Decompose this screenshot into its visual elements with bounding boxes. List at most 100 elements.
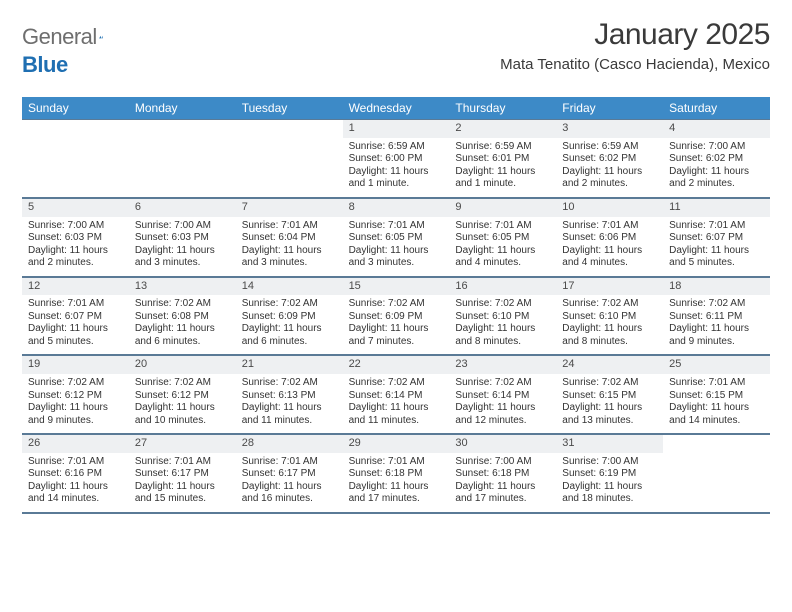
sunrise-text: Sunrise: 7:02 AM (349, 377, 444, 390)
day-info: Sunrise: 6:59 AMSunset: 6:00 PMDaylight:… (343, 138, 450, 197)
sunrise-text: Sunrise: 7:02 AM (242, 298, 337, 311)
sunrise-text: Sunrise: 6:59 AM (455, 141, 550, 154)
day-number: 27 (129, 435, 236, 453)
sunset-text: Sunset: 6:04 PM (242, 232, 337, 245)
day-number: 11 (663, 199, 770, 217)
day-info: Sunrise: 7:02 AMSunset: 6:10 PMDaylight:… (556, 295, 663, 354)
calendar-cell (663, 435, 770, 512)
day-number: 5 (22, 199, 129, 217)
day-number: 12 (22, 278, 129, 296)
brand-blue-wrap: Blue (22, 52, 68, 78)
day-info: Sunrise: 7:02 AMSunset: 6:11 PMDaylight:… (663, 295, 770, 354)
day-info: Sunrise: 7:02 AMSunset: 6:09 PMDaylight:… (343, 295, 450, 354)
calendar-cell: 2Sunrise: 6:59 AMSunset: 6:01 PMDaylight… (449, 120, 556, 197)
location-text: Mata Tenatito (Casco Hacienda), Mexico (500, 56, 770, 73)
daylight-text: Daylight: 11 hours and 8 minutes. (562, 323, 657, 348)
daylight-text: Daylight: 11 hours and 13 minutes. (562, 402, 657, 427)
sunrise-text: Sunrise: 7:01 AM (28, 298, 123, 311)
sunrise-text: Sunrise: 7:02 AM (455, 377, 550, 390)
day-info: Sunrise: 7:01 AMSunset: 6:05 PMDaylight:… (343, 217, 450, 276)
calendar-row: 1Sunrise: 6:59 AMSunset: 6:00 PMDaylight… (22, 120, 770, 199)
daylight-text: Daylight: 11 hours and 15 minutes. (135, 481, 230, 506)
calendar-cell: 20Sunrise: 7:02 AMSunset: 6:12 PMDayligh… (129, 356, 236, 433)
sunrise-text: Sunrise: 7:01 AM (135, 456, 230, 469)
calendar-cell: 28Sunrise: 7:01 AMSunset: 6:17 PMDayligh… (236, 435, 343, 512)
calendar-row: 12 Sunrise: 7:01 AMSunset: 6:07 PM Dayligh… (22, 278, 770, 357)
calendar-cell: 30Sunrise: 7:00 AMSunset: 6:18 PMDayligh… (449, 435, 556, 512)
daylight-text: Daylight: 11 hours and 5 minutes. (669, 245, 764, 270)
calendar-cell: 9Sunrise: 7:01 AMSunset: 6:05 PMDaylight… (449, 199, 556, 276)
sunset-text: Sunset: 6:11 PM (669, 311, 764, 324)
sunset-text: Sunset: 6:01 PM (455, 153, 550, 166)
calendar-cell: 6Sunrise: 7:00 AMSunset: 6:03 PMDaylight… (129, 199, 236, 276)
day-header-thu: Thursday (449, 97, 556, 119)
calendar-cell: 8Sunrise: 7:01 AMSunset: 6:05 PMDaylight… (343, 199, 450, 276)
sunrise-text: Sunrise: 7:02 AM (562, 298, 657, 311)
daylight-text: Daylight: 11 hours and 17 minutes. (455, 481, 550, 506)
daylight-text: Daylight: 11 hours and 2 minutes. (669, 166, 764, 191)
day-header-sat: Saturday (663, 97, 770, 119)
day-info: Sunrise: 7:01 AMSunset: 6:04 PMDaylight:… (236, 217, 343, 276)
daylight-text: Daylight: 11 hours and 17 minutes. (349, 481, 444, 506)
day-header-sun: Sunday (22, 97, 129, 119)
day-number: 10 (556, 199, 663, 217)
brand-logo: General (22, 24, 123, 50)
calendar-cell: 22Sunrise: 7:02 AMSunset: 6:14 PMDayligh… (343, 356, 450, 433)
sunrise-text: Sunrise: 7:01 AM (669, 220, 764, 233)
calendar-cell: 11Sunrise: 7:01 AMSunset: 6:07 PMDayligh… (663, 199, 770, 276)
sunrise-text: Sunrise: 7:01 AM (455, 220, 550, 233)
calendar-cell: 18Sunrise: 7:02 AMSunset: 6:11 PMDayligh… (663, 278, 770, 355)
day-number: 23 (449, 356, 556, 374)
daylight-text: Daylight: 11 hours and 4 minutes. (562, 245, 657, 270)
month-title: January 2025 (500, 18, 770, 52)
day-number: 30 (449, 435, 556, 453)
day-number: 1 (343, 120, 450, 138)
day-header-fri: Friday (556, 97, 663, 119)
day-number: 19 (22, 356, 129, 374)
daylight-text: Daylight: 11 hours and 1 minute. (349, 166, 444, 191)
calendar-cell: 21Sunrise: 7:02 AMSunset: 6:13 PMDayligh… (236, 356, 343, 433)
daylight-text: Daylight: 11 hours and 11 minutes. (242, 402, 337, 427)
day-info: Sunrise: 7:00 AMSunset: 6:03 PMDaylight:… (129, 217, 236, 276)
sunset-text: Sunset: 6:05 PM (455, 232, 550, 245)
daylight-text: Daylight: 11 hours and 9 minutes. (28, 402, 123, 427)
day-number: 3 (556, 120, 663, 138)
day-number: 2 (449, 120, 556, 138)
calendar-cell: 19Sunrise: 7:02 AMSunset: 6:12 PMDayligh… (22, 356, 129, 433)
brand-name-gray: General (22, 24, 97, 50)
sunset-text: Sunset: 6:00 PM (349, 153, 444, 166)
day-info: Sunrise: 7:01 AMSunset: 6:17 PMDaylight:… (236, 453, 343, 512)
sunset-text: Sunset: 6:05 PM (349, 232, 444, 245)
day-info: Sunrise: 7:00 AMSunset: 6:18 PMDaylight:… (449, 453, 556, 512)
day-info: Sunrise: 7:02 AMSunset: 6:12 PMDaylight:… (129, 374, 236, 433)
sunrise-text: Sunrise: 7:00 AM (455, 456, 550, 469)
calendar-day-headers: Sunday Monday Tuesday Wednesday Thursday… (22, 97, 770, 120)
sunrise-text: Sunrise: 7:02 AM (669, 298, 764, 311)
sunrise-text: Sunrise: 7:01 AM (242, 456, 337, 469)
day-number: 26 (22, 435, 129, 453)
daylight-text: Daylight: 11 hours and 8 minutes. (455, 323, 550, 348)
day-info: Sunrise: 7:01 AMSunset: 6:18 PMDaylight:… (343, 453, 450, 512)
calendar-cell: 23Sunrise: 7:02 AMSunset: 6:14 PMDayligh… (449, 356, 556, 433)
day-header-mon: Monday (129, 97, 236, 119)
day-number: 9 (449, 199, 556, 217)
calendar-row: 5Sunrise: 7:00 AMSunset: 6:03 PMDaylight… (22, 199, 770, 278)
daylight-text: Daylight: 11 hours and 3 minutes. (135, 245, 230, 270)
day-header-wed: Wednesday (343, 97, 450, 119)
calendar-cell: 24Sunrise: 7:02 AMSunset: 6:15 PMDayligh… (556, 356, 663, 433)
sunset-text: Sunset: 6:03 PM (28, 232, 123, 245)
sunrise-text: Sunrise: 7:01 AM (349, 220, 444, 233)
daylight-text: Daylight: 11 hours and 11 minutes. (349, 402, 444, 427)
day-info: Sunrise: 7:01 AMSunset: 6:17 PMDaylight:… (129, 453, 236, 512)
sunset-text: Sunset: 6:07 PM (28, 311, 123, 324)
day-number: 21 (236, 356, 343, 374)
sunrise-text: Sunrise: 6:59 AM (562, 141, 657, 154)
brand-name-blue: Blue (22, 52, 68, 77)
day-number: 22 (343, 356, 450, 374)
day-number: 16 (449, 278, 556, 296)
header: General January 2025 Mata Tenatito (Casc… (22, 18, 770, 73)
sunrise-text: Sunrise: 7:02 AM (135, 298, 230, 311)
calendar-cell: 16Sunrise: 7:02 AMSunset: 6:10 PMDayligh… (449, 278, 556, 355)
day-number: 17 (556, 278, 663, 296)
calendar-cell: 26Sunrise: 7:01 AMSunset: 6:16 PMDayligh… (22, 435, 129, 512)
